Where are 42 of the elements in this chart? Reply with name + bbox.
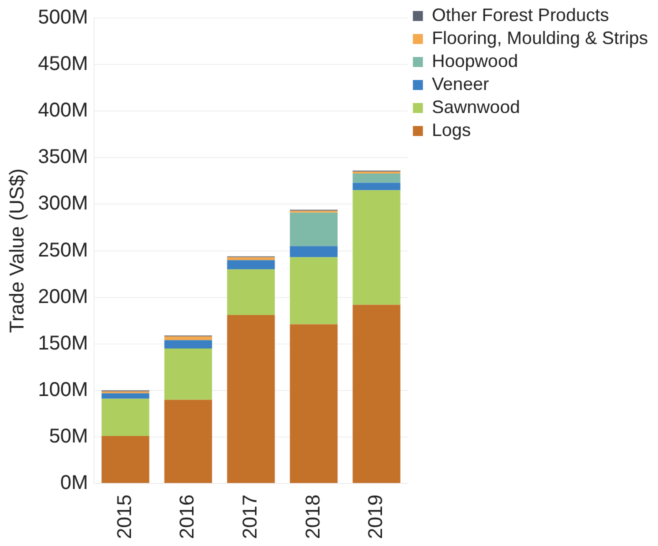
- y-tick-label: 100M: [38, 378, 88, 401]
- bar: [227, 257, 275, 260]
- bar: [164, 400, 212, 484]
- legend-label: Hoopwood: [432, 50, 518, 71]
- x-tick-label: 2015: [114, 494, 136, 540]
- legend-label: Veneer: [432, 74, 489, 94]
- y-tick-label: 250M: [38, 239, 88, 262]
- y-tick-label: 450M: [38, 53, 88, 76]
- bar: [102, 398, 150, 436]
- legend-label: Sawnwood: [432, 96, 520, 117]
- x-tick-label: 2017: [239, 494, 262, 540]
- legend-label: Logs: [432, 120, 471, 140]
- bar: [102, 393, 150, 399]
- bar: [290, 257, 338, 324]
- bar: [290, 246, 338, 258]
- x-tick-label: 2019: [365, 494, 388, 540]
- y-tick-label: 0M: [60, 472, 88, 494]
- bar: [352, 304, 400, 484]
- bar: [290, 212, 338, 246]
- bar: [227, 314, 275, 484]
- y-tick-label: 400M: [38, 100, 88, 122]
- bar: [164, 336, 212, 340]
- y-tick-label: 200M: [38, 286, 88, 308]
- bar: [164, 340, 212, 349]
- y-tick-label: 350M: [38, 146, 88, 168]
- bar: [352, 173, 400, 183]
- bar: [227, 269, 275, 315]
- bar: [164, 348, 212, 400]
- bar: [352, 190, 400, 305]
- bar: [290, 324, 338, 484]
- y-tick-label: 500M: [38, 6, 88, 29]
- y-tick-label: 150M: [38, 332, 88, 354]
- y-tick-label: 50M: [49, 425, 88, 448]
- bar: [227, 260, 275, 270]
- x-tick-label: 2018: [302, 494, 324, 540]
- bar: [352, 182, 400, 190]
- y-tick-label: 300M: [38, 192, 88, 215]
- bar: [102, 436, 150, 484]
- y-axis-title: Trade Value (US$): [6, 168, 29, 334]
- x-tick-label: 2016: [176, 494, 199, 540]
- legend-label: Flooring, Moulding & Strips: [432, 28, 648, 48]
- legend-label: Other Forest Products: [432, 4, 609, 25]
